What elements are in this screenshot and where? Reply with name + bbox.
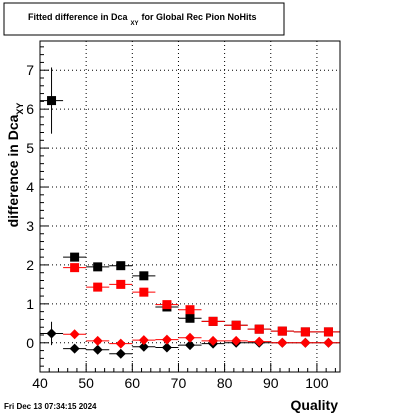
x-tick-label: 90 (263, 375, 279, 391)
square-marker (231, 320, 241, 330)
data-point (86, 282, 110, 292)
square-marker (300, 327, 310, 337)
x-tick-label: 70 (171, 375, 187, 391)
data-point (178, 340, 202, 351)
data-marks (40, 67, 340, 359)
data-point (86, 335, 110, 346)
data-point (270, 326, 294, 336)
diamond-marker (231, 335, 242, 346)
y-tick-label: 7 (26, 62, 34, 78)
data-point (132, 287, 156, 297)
diamond-marker (92, 344, 103, 355)
diamond-marker (161, 342, 172, 353)
x-tick-label: 60 (125, 375, 141, 391)
square-marker (93, 282, 103, 292)
chart-title: Fitted difference in DcaXYfor Global Rec… (28, 12, 257, 27)
square-marker (93, 262, 103, 272)
data-point (155, 342, 179, 353)
data-point (109, 348, 133, 359)
data-point (270, 337, 294, 348)
square-marker (116, 261, 126, 271)
diamond-marker (323, 337, 334, 348)
square-marker (323, 327, 333, 337)
y-tick-label: 4 (26, 179, 34, 195)
data-point (178, 313, 202, 323)
data-point (224, 335, 248, 346)
diamond-marker (300, 337, 311, 348)
data-point (109, 261, 133, 271)
diamond-marker (115, 348, 126, 359)
data-point (224, 320, 248, 330)
data-point (293, 327, 317, 337)
diamond-marker (92, 335, 103, 346)
data-point (63, 329, 87, 340)
data-point (63, 343, 87, 354)
square-marker (185, 313, 195, 323)
y-tick-label: 2 (26, 257, 34, 273)
diamond-marker (277, 337, 288, 348)
data-point (293, 337, 317, 348)
diamond-marker (208, 335, 219, 346)
data-point (109, 279, 133, 289)
data-point (132, 341, 156, 352)
y-tick-label: 6 (26, 101, 34, 117)
square-marker (70, 252, 80, 262)
data-point (132, 335, 156, 346)
y-tick-label: 3 (26, 218, 34, 234)
square-marker (162, 300, 172, 310)
diamond-marker (185, 332, 195, 343)
square-marker (116, 279, 126, 289)
axis-ticks: 40 50 60 70 80 90 100 0 1 2 3 4 5 6 7 (26, 46, 336, 391)
diamond-marker (138, 335, 149, 346)
data-point (316, 327, 340, 337)
title-box (3, 2, 285, 36)
data-point (155, 300, 179, 310)
square-marker (47, 96, 57, 106)
y-tick-label: 1 (26, 296, 34, 312)
data-point (201, 335, 225, 346)
plot-frame (39, 40, 341, 373)
y-tick-label: 5 (26, 140, 34, 156)
data-point (201, 316, 225, 326)
data-point (178, 305, 202, 315)
square-marker (185, 305, 195, 315)
diamond-marker (138, 341, 149, 352)
data-point (63, 263, 87, 273)
diamond-marker (185, 340, 195, 351)
data-point (40, 67, 64, 134)
data-point (247, 336, 271, 347)
timestamp-label: Fri Dec 13 07:34:15 2024 (4, 402, 97, 411)
x-tick-label: 40 (32, 375, 48, 391)
data-point (86, 344, 110, 355)
x-tick-label: 80 (217, 375, 233, 391)
data-point (316, 337, 340, 348)
y-tick-label: 0 (26, 335, 34, 351)
x-axis-label: Quality (291, 397, 339, 413)
data-point (86, 262, 110, 272)
diamond-marker (254, 336, 265, 347)
data-point (178, 332, 202, 343)
data-point (155, 334, 179, 345)
diamond-marker (46, 328, 57, 339)
square-marker (139, 271, 149, 281)
diamond-marker (161, 334, 172, 345)
data-point (109, 338, 133, 349)
square-marker (139, 287, 149, 297)
square-marker (70, 263, 80, 273)
data-point (63, 252, 87, 262)
y-axis-label: difference in DcaXY (5, 103, 25, 228)
square-marker (208, 316, 218, 326)
square-marker (277, 326, 287, 336)
x-tick-label: 100 (305, 375, 329, 391)
data-point (247, 324, 271, 334)
x-tick-label: 50 (78, 375, 94, 391)
data-point (132, 271, 156, 281)
diamond-marker (115, 338, 126, 349)
square-marker (254, 324, 264, 334)
diamond-marker (69, 329, 80, 340)
diamond-marker (69, 343, 80, 354)
data-point (40, 321, 64, 346)
